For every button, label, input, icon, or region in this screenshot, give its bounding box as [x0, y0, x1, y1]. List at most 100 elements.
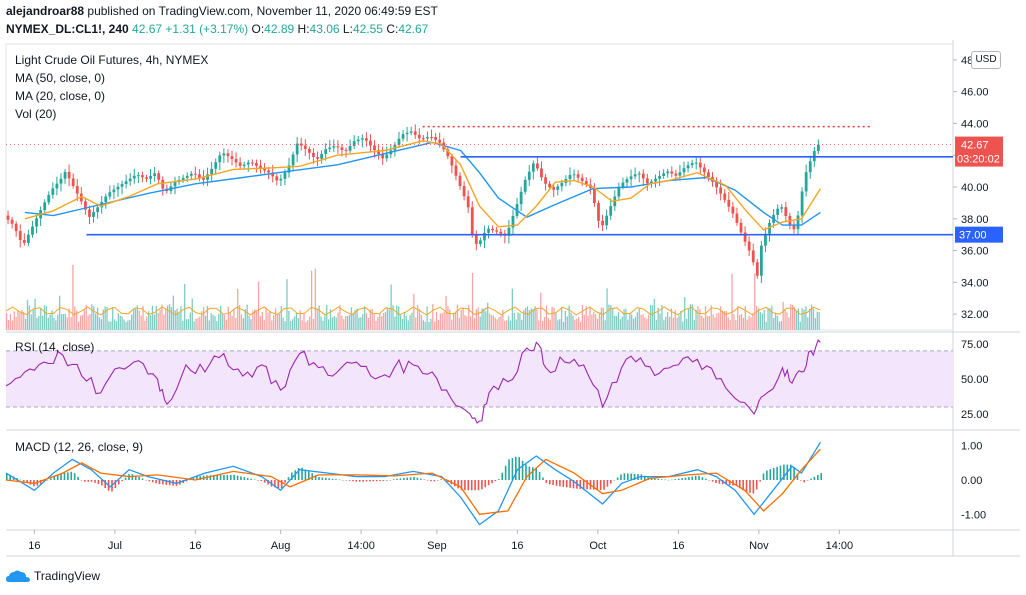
candle-body [474, 234, 478, 244]
volume-bar [649, 305, 652, 330]
macd-histogram-bar [698, 475, 700, 480]
volume-bar [759, 312, 762, 330]
volume-bar [21, 309, 23, 330]
macd-histogram-bar [491, 480, 493, 484]
macd-histogram-bar [70, 471, 73, 480]
volume-bar [451, 319, 453, 330]
volume-bar [250, 319, 252, 330]
candle-body [621, 182, 625, 187]
currency-button[interactable]: USD [971, 51, 1001, 69]
macd-histogram-bar [277, 480, 280, 488]
volume-bar [547, 318, 549, 330]
volume-bar [540, 292, 542, 330]
volume-bar [93, 306, 95, 330]
tradingview-logo[interactable]: TradingView [6, 569, 100, 583]
macd-histogram-bar [606, 480, 609, 487]
macd-signal-line [5, 448, 821, 515]
volume-bar [225, 319, 228, 330]
candle-body [397, 138, 401, 145]
macd-histogram-bar [413, 476, 415, 480]
volume-bar [416, 304, 419, 330]
volume-bar [468, 304, 470, 330]
volume-bar [449, 309, 451, 330]
macd-histogram-bar [796, 473, 799, 480]
macd-histogram-bar [650, 478, 653, 480]
volume-bar [187, 318, 190, 330]
price-tick-label: 46.00 [961, 87, 989, 99]
volume-bar [625, 308, 627, 330]
volume-bar [778, 321, 781, 330]
macd-histogram-bar [324, 477, 327, 480]
volume-bar [560, 307, 563, 330]
volume-bar [799, 321, 801, 330]
candle-body [10, 219, 14, 224]
candle-body [255, 163, 258, 166]
volume-bar [140, 315, 142, 330]
volume-bar [534, 306, 536, 330]
volume-bar [166, 305, 169, 330]
volume-legend[interactable]: Vol (20) [15, 107, 57, 121]
macd-histogram-bar [409, 477, 412, 480]
macd-histogram-bar [538, 471, 541, 480]
macd-histogram-bar [56, 475, 59, 480]
ma50-legend[interactable]: MA (50, close, 0) [15, 71, 106, 85]
macd-histogram-bar [664, 479, 666, 481]
volume-bar [430, 318, 432, 330]
volume-bar [773, 318, 775, 330]
volume-bar [189, 312, 192, 330]
macd-histogram-bar [280, 480, 283, 489]
candle-body [536, 163, 539, 169]
candle-body [55, 183, 59, 189]
macd-histogram-bar [6, 473, 8, 480]
candle-body [751, 250, 755, 263]
candle-body [141, 175, 144, 178]
volume-bar [695, 309, 697, 330]
volume-bar [504, 320, 506, 330]
candle-body [743, 232, 747, 242]
open-value: 42.89 [264, 22, 295, 36]
candle-body [271, 172, 275, 177]
macd-histogram-bar [565, 480, 568, 488]
volume-bar [678, 315, 680, 330]
macd-histogram-bar [610, 480, 612, 484]
volume-bar [729, 319, 731, 330]
candle-body [580, 177, 584, 182]
volume-bar [43, 305, 46, 330]
ma20-legend[interactable]: MA (20, close, 0) [15, 89, 106, 103]
volume-bar [697, 306, 699, 330]
candle-body [356, 139, 360, 142]
volume-bar [509, 320, 512, 330]
volume-bar [676, 317, 678, 330]
macd-histogram-bar [53, 476, 56, 480]
candle-body [735, 213, 739, 223]
rsi-legend[interactable]: RSI (14, close) [15, 340, 95, 354]
volume-bar [60, 314, 63, 330]
macd-histogram-bar [318, 476, 320, 480]
volume-bar [284, 321, 286, 330]
candle-body [6, 215, 10, 220]
candle-body [507, 227, 511, 236]
volume-bar [278, 314, 281, 330]
volume-bar [229, 312, 231, 330]
low-label: L: [342, 22, 353, 36]
macd-histogram-bar [196, 476, 198, 480]
rsi-line [5, 338, 821, 424]
volume-bar [180, 306, 182, 330]
macd-histogram-bar [735, 480, 738, 486]
volume-bar [564, 310, 567, 330]
candle-body [686, 165, 690, 169]
volume-bar [640, 314, 642, 330]
volume-bar [100, 319, 102, 330]
volume-bar [511, 288, 513, 330]
volume-bar [445, 295, 447, 330]
macd-histogram-bar [776, 466, 778, 480]
macd-histogram-bar [355, 480, 358, 482]
volume-bar [589, 307, 591, 330]
macd-histogram-bar [352, 480, 354, 482]
macd-legend[interactable]: MACD (12, 26, close, 9) [15, 440, 144, 454]
volume-bar [204, 315, 207, 330]
author-name[interactable]: alejandroar88 [6, 4, 85, 18]
volume-bar [386, 307, 388, 330]
volume-bar [132, 308, 135, 330]
